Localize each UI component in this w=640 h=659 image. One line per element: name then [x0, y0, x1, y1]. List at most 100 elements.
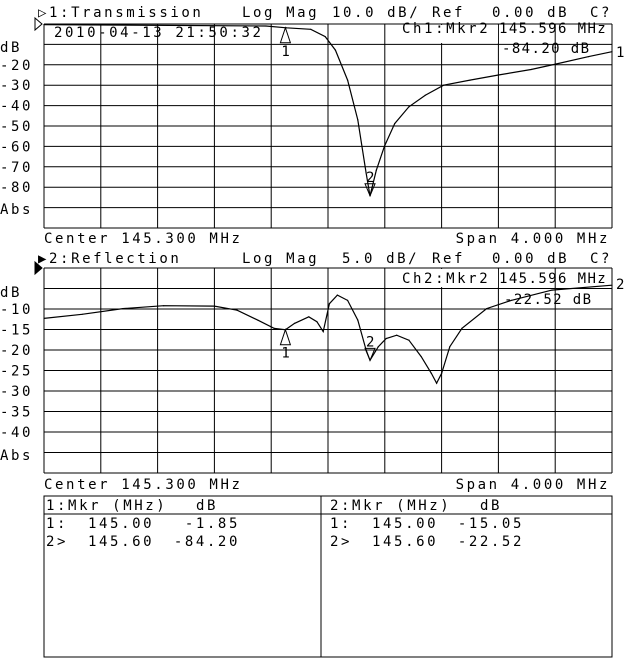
marker-2-label: 2 [366, 334, 377, 350]
trace-end-label: 2 [616, 277, 627, 293]
trace-point [461, 327, 463, 329]
marker-2-label: 2 [366, 170, 377, 186]
channel-2-label[interactable]: ▶2:Reflection [38, 251, 181, 267]
channel-1-label[interactable]: ▷1:Transmission [38, 5, 203, 21]
channel-1-format[interactable]: Log Mag [242, 5, 319, 21]
marker-readout-value: -84.20 dB [502, 41, 590, 57]
trace-point [236, 309, 238, 311]
trace-point [430, 372, 432, 374]
y-tick-label: -30 [0, 384, 33, 400]
marker-readout-label: Ch1:Mkr2 [402, 21, 490, 37]
trace-point [394, 122, 396, 125]
channel-2-status: C? [590, 251, 612, 267]
trace-point [293, 322, 296, 324]
trace-point [43, 24, 45, 26]
channel-1-ref-label: Ref [432, 5, 465, 21]
trace-point [530, 68, 532, 71]
channel-2-ref-value[interactable]: 0.00 dB [492, 251, 569, 267]
trace-point [357, 119, 359, 121]
trace-point [436, 382, 438, 384]
reference-position-arrow-icon [34, 260, 43, 276]
trace-point [324, 36, 326, 38]
marker-readout-background [398, 25, 498, 43]
trace-point [396, 334, 398, 336]
channel-1-scale[interactable]: 10.0 dB/ [332, 5, 420, 21]
trace-point [346, 79, 349, 81]
trace-point [385, 337, 387, 340]
trace-point [81, 313, 83, 315]
trace-point [122, 307, 124, 310]
channel-1-header: ▷1:Transmission Log Mag 10.0 dB/ Ref 0.0… [38, 5, 609, 21]
reference-position-arrow-icon [34, 16, 43, 32]
y-tick-label: -70 [0, 160, 33, 176]
span-frequency[interactable]: Span 4.000 MHz [456, 231, 610, 247]
trace-point [486, 307, 488, 310]
y-tick-label: -25 [0, 364, 33, 380]
y-tick-label: -30 [0, 78, 33, 94]
channel-2-format[interactable]: Log Mag [242, 251, 319, 267]
trace-point [497, 74, 499, 76]
marker-1-label: 1 [281, 346, 292, 362]
y-tick-label: -20 [0, 58, 33, 74]
trace-point [257, 319, 259, 321]
marker-1-triangle-icon[interactable] [279, 26, 292, 44]
y-tick-label: -20 [0, 343, 33, 359]
span-frequency[interactable]: Span 4.000 MHz [456, 477, 610, 493]
table-2-row-1-db: -15.05 [458, 516, 524, 532]
trace-point [611, 51, 613, 53]
y-tick-label: -40 [0, 99, 33, 115]
marker-1-triangle-icon[interactable] [279, 328, 292, 346]
timestamp: 2010-04-13 21:50:32 [54, 25, 264, 41]
trace-point [377, 346, 379, 348]
table-1-row-1-id: 1: [46, 516, 68, 532]
y-axis-format: Abs [0, 202, 33, 218]
y-tick-label: -40 [0, 425, 33, 441]
marker-readout-background [398, 269, 498, 287]
trace-point [322, 330, 324, 333]
y-tick-label: -35 [0, 405, 33, 421]
channel-1-ref-value[interactable]: 0.00 dB [492, 5, 569, 21]
trace-point [328, 303, 331, 305]
trace-point [334, 49, 336, 51]
marker-2-triangle-icon[interactable] [364, 347, 376, 362]
trace-point [357, 319, 359, 321]
trace-point [420, 355, 422, 358]
trace-point [310, 28, 312, 30]
center-frequency[interactable]: Center 145.300 MHz [44, 477, 243, 493]
table-1-row-2-db: -84.20 [174, 534, 240, 550]
trace-point [43, 317, 45, 320]
trace-point [346, 299, 349, 301]
table-1-row-2-id: 2> [46, 534, 68, 550]
trace-point [611, 284, 613, 286]
table-1-row-1-db: -1.85 [185, 516, 240, 532]
trace-point [365, 172, 367, 174]
trace-point [308, 316, 310, 318]
center-frequency[interactable]: Center 145.300 MHz [44, 231, 243, 247]
marker-1-label: 1 [281, 44, 292, 60]
channel-2-scale[interactable]: 5.0 dB/ [342, 251, 419, 267]
trace-point [469, 79, 471, 81]
trace-point [408, 106, 410, 108]
y-tick-label: -80 [0, 180, 33, 196]
marker-table-frame [43, 495, 613, 658]
y-axis-unit: dB [0, 40, 22, 56]
table-2-row-1-freq: 145.00 [372, 516, 438, 532]
table-1-header-mkr: 1:Mkr (MHz) [46, 498, 167, 514]
trace-point [551, 289, 553, 291]
trace-point [441, 372, 443, 374]
marker-readout-frequency: 145.596 MHz [499, 21, 607, 37]
trace-point [375, 169, 377, 171]
marker-readout-label: Ch2:Mkr2 [402, 271, 490, 287]
trace-point [316, 321, 318, 323]
marker-readout-value: -22.52 dB [504, 292, 592, 308]
transmission-chart: -20 -30 -40 -50 -60 -70 -80 dB Abs Center 145.300… [0, 16, 624, 247]
y-tick-label: -10 [0, 302, 33, 318]
y-tick-label: -60 [0, 139, 33, 155]
table-2-row-2-db: -22.52 [458, 534, 524, 550]
y-axis-unit: dB [0, 285, 22, 301]
trace-point [442, 84, 445, 86]
trace-point [336, 294, 338, 296]
marker-2-triangle-icon[interactable] [364, 183, 376, 198]
table-1-row-2-freq: 145.60 [88, 534, 154, 550]
